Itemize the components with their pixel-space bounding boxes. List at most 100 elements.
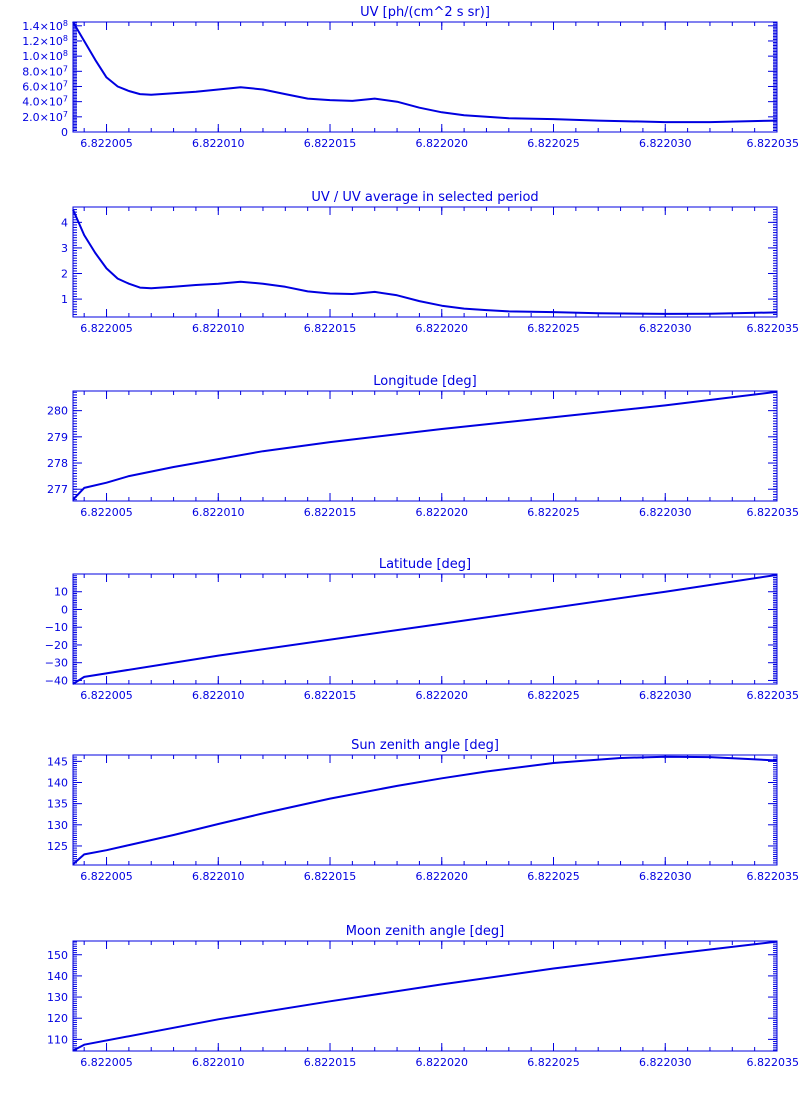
x-tick-label: 6.822035	[747, 322, 800, 335]
y-tick-mantissa: 140	[47, 777, 68, 790]
series-line	[72, 21, 778, 124]
x-tick-label: 6.822010	[192, 1056, 245, 1069]
y-tick-label: 8.0×107	[22, 64, 68, 78]
y-tick-mantissa: 10	[54, 586, 68, 599]
y-tick-mantissa: 125	[47, 840, 68, 853]
chart-title: UV [ph/(cm^2 s sr)]	[360, 5, 490, 20]
x-tick-label: 6.822025	[527, 1056, 580, 1069]
y-tick-mantissa: 8.0×10	[22, 65, 63, 78]
x-tick-label: 6.822005	[80, 1056, 133, 1069]
x-tick-label: 6.822030	[639, 689, 692, 702]
y-tick-label: 4	[61, 216, 68, 229]
chart-panel-6: Moon zenith angle [deg] 6.822005 6.822010 6…	[47, 924, 799, 1069]
y-tick-exponent: 7	[63, 79, 68, 88]
y-tick-mantissa: 280	[47, 405, 68, 418]
x-tick-label: 6.822015	[304, 322, 357, 335]
x-tick-label: 6.822020	[416, 689, 469, 702]
chart-panel-4: Latitude [deg] 6.822005 6.822010 6.822015 6.…	[45, 557, 799, 702]
y-tick-label: 10	[54, 586, 68, 599]
series-line	[72, 755, 778, 865]
x-tick-label: 6.822015	[304, 689, 357, 702]
y-tick-label: 110	[47, 1033, 68, 1046]
y-tick-mantissa: 140	[47, 970, 68, 983]
y-tick-mantissa: 0	[61, 603, 68, 616]
x-tick-label: 6.822010	[192, 870, 245, 883]
x-tick-label: 6.822015	[304, 506, 357, 519]
x-tick-label: 6.822010	[192, 506, 245, 519]
y-tick-mantissa: 279	[47, 431, 68, 444]
x-tick-label: 6.822020	[416, 322, 469, 335]
y-tick-label: 1.4×108	[22, 19, 68, 33]
x-tick-label: 6.822020	[416, 1056, 469, 1069]
y-tick-label: 140	[47, 777, 68, 790]
plot-frame	[72, 940, 778, 1052]
chart-panel-5: Sun zenith angle [deg] 6.822005 6.822010 6.…	[47, 738, 799, 883]
y-tick-mantissa: 6.0×10	[22, 80, 63, 93]
y-tick-mantissa: 130	[47, 819, 68, 832]
series-line	[72, 209, 778, 315]
y-tick-mantissa: 135	[47, 798, 68, 811]
y-tick-label: 2.0×107	[22, 110, 68, 124]
x-tick-label: 6.822035	[747, 1056, 800, 1069]
y-tick-mantissa: −30	[45, 657, 68, 670]
y-tick-label: 2	[61, 268, 68, 281]
x-tick-label: 6.822025	[527, 137, 580, 150]
y-tick-label: 120	[47, 1012, 68, 1025]
y-tick-mantissa: 2.0×10	[22, 111, 63, 124]
series-line	[72, 573, 778, 685]
y-tick-label: 140	[47, 970, 68, 983]
x-tick-label: 6.822035	[747, 506, 800, 519]
chart-panel-3: Longitude [deg] 6.822005 6.822010 6.822015 6…	[47, 374, 799, 519]
y-tick-exponent: 8	[63, 19, 68, 28]
chart-title: UV / UV average in selected period	[311, 190, 538, 205]
x-tick-label: 6.822030	[639, 137, 692, 150]
y-tick-label: 0	[61, 603, 68, 616]
y-tick-label: 130	[47, 819, 68, 832]
x-tick-label: 6.822035	[747, 870, 800, 883]
x-tick-label: 6.822025	[527, 506, 580, 519]
chart-title: Sun zenith angle [deg]	[351, 738, 499, 753]
x-tick-label: 6.822030	[639, 870, 692, 883]
y-tick-label: 1.2×108	[22, 34, 68, 48]
y-tick-label: 1.0×108	[22, 49, 68, 63]
y-tick-label: 4.0×107	[22, 95, 68, 109]
x-tick-label: 6.822020	[416, 870, 469, 883]
y-tick-label: 277	[47, 483, 68, 496]
x-tick-label: 6.822010	[192, 689, 245, 702]
x-tick-label: 6.822020	[416, 506, 469, 519]
y-tick-label: 145	[47, 755, 68, 768]
chart-panel-1: UV [ph/(cm^2 s sr)] 6.822005 6.822010 6.822…	[22, 5, 799, 150]
y-tick-mantissa: 1.4×10	[22, 20, 63, 33]
y-tick-mantissa: 2	[61, 268, 68, 281]
x-tick-label: 6.822005	[80, 322, 133, 335]
x-tick-label: 6.822005	[80, 137, 133, 150]
y-tick-label: −30	[45, 657, 68, 670]
y-tick-mantissa: −20	[45, 639, 68, 652]
y-tick-mantissa: 130	[47, 991, 68, 1004]
y-tick-label: 278	[47, 457, 68, 470]
x-tick-label: 6.822035	[747, 689, 800, 702]
y-tick-label: 150	[47, 949, 68, 962]
y-tick-exponent: 8	[63, 34, 68, 43]
x-tick-label: 6.822015	[304, 137, 357, 150]
x-tick-label: 6.822015	[304, 1056, 357, 1069]
x-tick-label: 6.822030	[639, 322, 692, 335]
y-tick-mantissa: 1	[61, 293, 68, 306]
x-tick-label: 6.822025	[527, 322, 580, 335]
y-tick-label: 6.0×107	[22, 79, 68, 93]
y-tick-mantissa: 110	[47, 1033, 68, 1046]
y-tick-mantissa: 277	[47, 483, 68, 496]
plot-frame	[72, 206, 778, 318]
chart-title: Latitude [deg]	[379, 557, 471, 572]
series-line	[72, 940, 778, 1052]
x-tick-label: 6.822005	[80, 689, 133, 702]
y-tick-mantissa: 0	[61, 126, 68, 139]
y-tick-mantissa: 3	[61, 242, 68, 255]
y-tick-mantissa: 1.2×10	[22, 35, 63, 48]
y-tick-label: 0	[61, 126, 68, 139]
y-tick-label: 1	[61, 293, 68, 306]
y-tick-label: 130	[47, 991, 68, 1004]
y-tick-label: −40	[45, 674, 68, 687]
plot-frame	[72, 754, 778, 866]
